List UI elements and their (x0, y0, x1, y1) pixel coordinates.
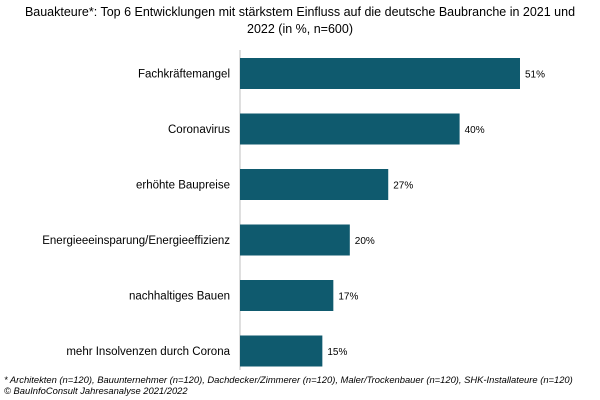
chart-title: Bauakteure*: Top 6 Entwicklungen mit stä… (0, 4, 600, 38)
chart-title-line-2: 2022 (in %, n=600) (247, 22, 353, 36)
value-label-1: 51% (525, 70, 545, 81)
category-label-6: mehr Insolvenzen durch Corona (66, 346, 230, 358)
bar-4 (240, 224, 350, 256)
bar-2 (240, 113, 460, 145)
category-label-2: Coronavirus (168, 124, 230, 136)
value-label-6: 15% (327, 347, 347, 358)
category-label-3: erhöhte Baupreise (136, 180, 230, 192)
value-label-5: 17% (338, 292, 358, 303)
value-label-2: 40% (465, 125, 485, 136)
bar-3 (240, 169, 389, 200)
category-label-4: Energieeeinsparung/Energieeffizienz (42, 235, 230, 247)
footnote: * Architekten (n=120), Bauunternehmer (n… (4, 374, 600, 396)
category-label-1: Fachkräftemangel (138, 69, 230, 81)
value-label-3: 27% (393, 181, 413, 192)
value-label-4: 20% (355, 236, 375, 247)
chart-title-line-1: Bauakteure*: Top 6 Entwicklungen mit stä… (24, 5, 576, 19)
bar-5 (240, 280, 334, 311)
footnote-text: * Architekten (n=120), Bauunternehmer (n… (4, 374, 573, 385)
bar-6 (240, 335, 323, 367)
bar-1 (240, 58, 520, 89)
category-label-5: nachhaltiges Bauen (129, 291, 230, 303)
source-text: © BauInfoConsult Jahresanalyse 2021/2022 (4, 385, 188, 396)
